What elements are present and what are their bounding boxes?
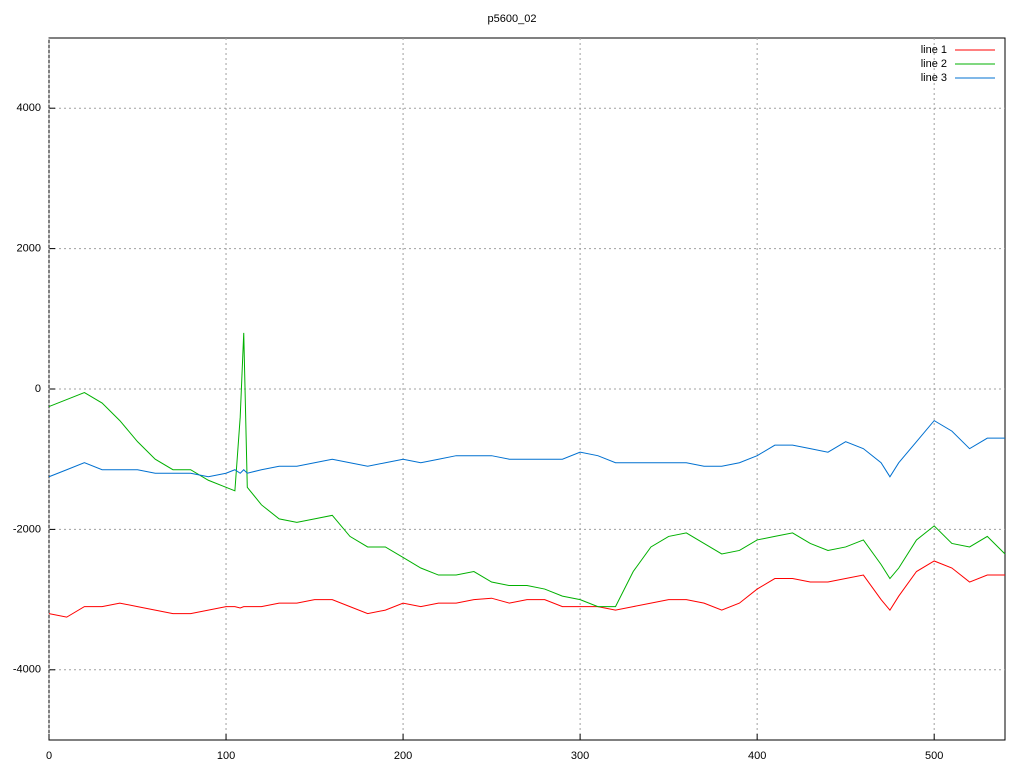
series-line [48,419,1005,478]
y-tick-label: 0 [35,383,41,395]
x-tick-label: 300 [571,750,589,762]
legend-label: line 1 [921,44,947,56]
x-tick-label: 200 [394,750,412,762]
y-tick-label: 2000 [17,243,41,255]
y-tick-label: -4000 [13,664,41,676]
x-tick-label: 100 [217,750,235,762]
series-line [48,332,1006,608]
legend-label: line 3 [921,72,947,84]
x-tick-label: 500 [925,750,943,762]
y-tick-label: -2000 [13,523,41,535]
y-tick-label: 4000 [17,102,41,114]
chart-title: p5600_02 [488,13,537,25]
x-tick-label: 0 [46,750,52,762]
legend-label: line 2 [921,58,947,70]
series-line [48,560,1005,618]
x-tick-label: 400 [748,750,766,762]
plot-frame [48,37,1006,741]
